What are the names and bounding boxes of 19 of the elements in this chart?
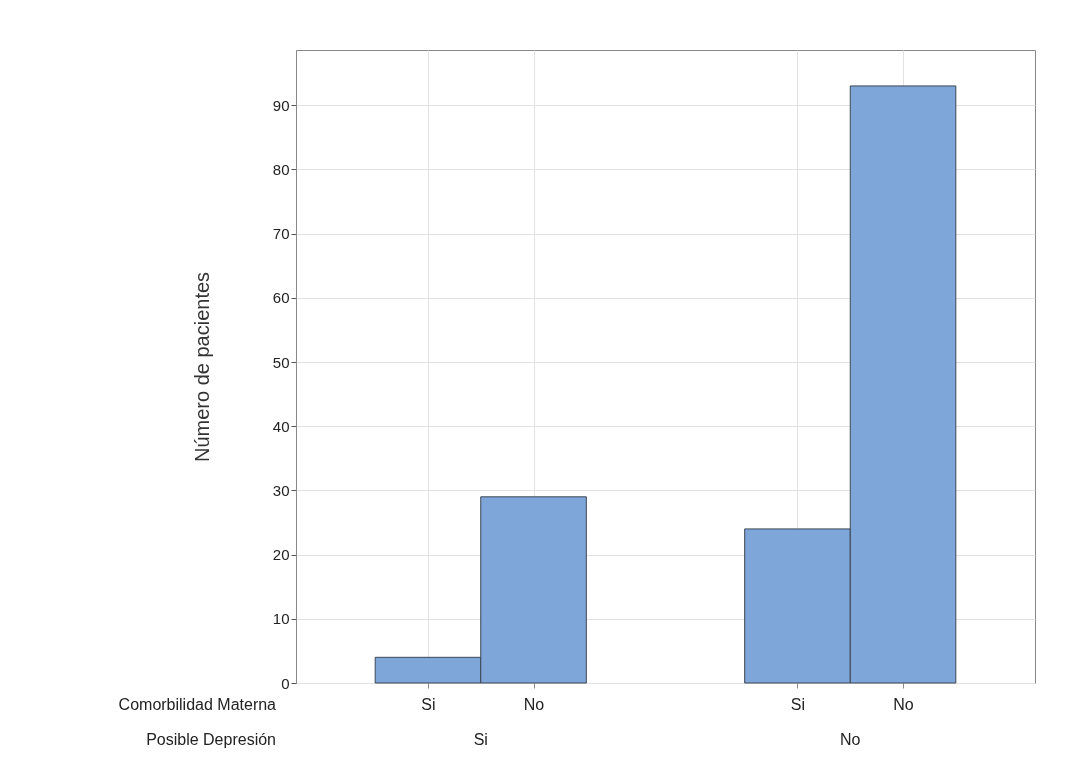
text: Comorbilidad Materna [118, 696, 277, 713]
x-tick-label: Si [421, 695, 436, 713]
y-tick-label: 50 [272, 353, 290, 371]
y-tick-label: 0 [281, 674, 290, 692]
x-tick-label: Si [790, 695, 806, 713]
x-tick-label: No [523, 695, 545, 713]
y-tick-label: 20 [272, 546, 290, 564]
y-tick-label: 10 [272, 610, 290, 628]
text: Posible Depresión [146, 731, 276, 748]
y-tick-label: 70 [272, 225, 290, 243]
text: Si [473, 731, 488, 748]
y-tick-label: 90 [272, 96, 290, 114]
x-tick-label: No [893, 695, 914, 713]
text: No [840, 731, 861, 748]
y-tick-label: 80 [272, 160, 290, 178]
y-tick-label: 40 [272, 417, 290, 435]
y-tick-label: 30 [272, 481, 290, 499]
y-tick-label: 60 [272, 289, 290, 307]
y-axis-title: Número de pacientes [190, 271, 213, 463]
